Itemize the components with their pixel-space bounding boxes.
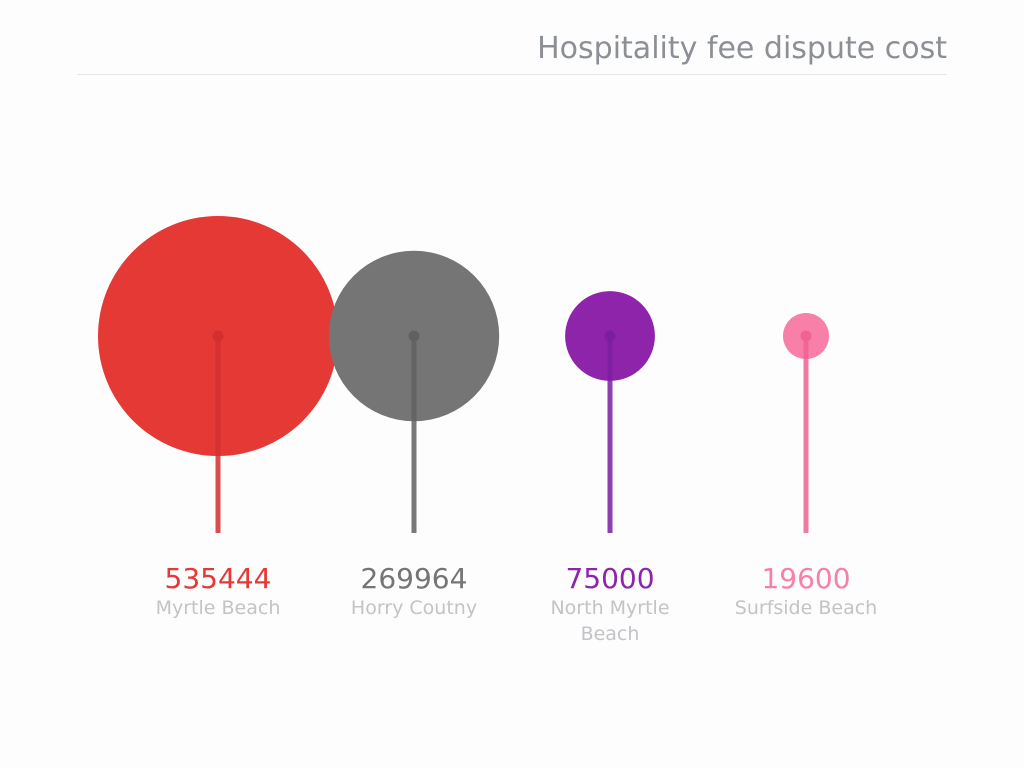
title-divider <box>77 74 947 75</box>
value-label: 19600 <box>761 562 851 595</box>
category-label: North Myrtle Beach <box>550 597 670 645</box>
value-label: 269964 <box>360 562 468 595</box>
category-label: Surfside Beach <box>734 597 878 619</box>
value-label: 535444 <box>164 562 272 595</box>
stem-dot-surfside-beach <box>800 330 812 342</box>
label-horry-coutny: 269964 Horry Coutny <box>329 563 499 621</box>
label-surfside-beach: 19600 Surfside Beach <box>721 563 891 621</box>
category-label: Myrtle Beach <box>155 597 281 619</box>
stem-dot-myrtle-beach <box>212 330 224 342</box>
stem-dot-horry-coutny <box>408 330 420 342</box>
chart-title: Hospitality fee dispute cost <box>537 31 947 66</box>
category-label: Horry Coutny <box>350 597 478 619</box>
label-myrtle-beach: 535444 Myrtle Beach <box>133 563 303 621</box>
label-north-myrtle-beach: 75000 North Myrtle Beach <box>525 563 695 647</box>
value-label: 75000 <box>565 562 655 595</box>
stem-dot-north-myrtle-beach <box>604 330 616 342</box>
